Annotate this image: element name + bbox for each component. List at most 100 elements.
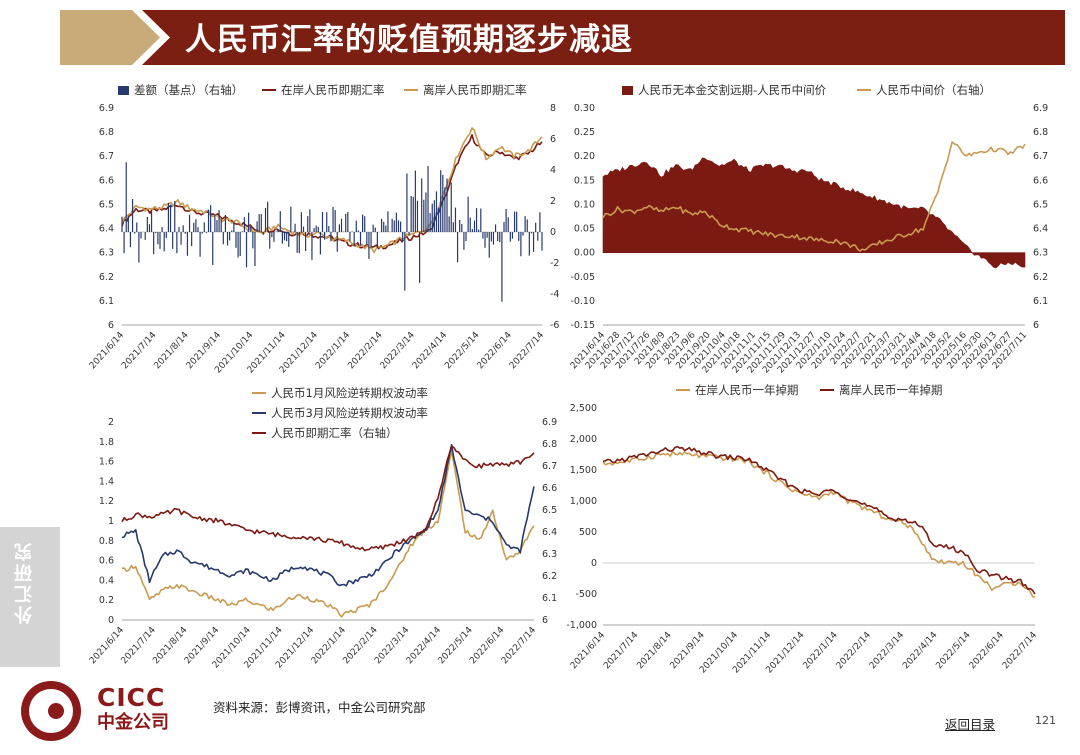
c2-right-tick-label: 6 (1033, 320, 1039, 331)
c3-left-tick-label: 1.8 (99, 437, 114, 448)
c3-legend-1m-label: 人民币1月风险逆转期权波动率 (271, 386, 428, 400)
c3-series-2-line (121, 445, 535, 552)
c3-left-tick-label: 0 (108, 615, 114, 626)
c2-right-tick-label: 6.1 (1033, 296, 1048, 307)
c3-right-tick-label: 6.7 (542, 461, 557, 472)
c3-legend-3m: 人民币3月风险逆转期权波动率 (252, 405, 428, 421)
c3-left-tick-label: 1.6 (99, 457, 114, 468)
c2-legend-ndf-swatch (622, 85, 633, 95)
c4-series-0-line (602, 450, 1036, 598)
logo-text-en: CICC (97, 683, 166, 712)
c1-right-tick-label: -2 (550, 258, 559, 269)
c1-right-tick-label: 4 (550, 165, 556, 176)
header-gold-chevron (60, 10, 160, 65)
c2-left-tick-label: 0.15 (574, 175, 595, 186)
c2-right-tick-label: 6.8 (1033, 127, 1048, 138)
c1-legend-onshore-label: 在岸人民币即期汇率 (281, 83, 385, 97)
c2-left-tick-label: 0.20 (574, 151, 595, 162)
c1-left-tick-label: 6 (108, 320, 114, 331)
c1-legend-offshore: 离岸人民币即期汇率 (404, 82, 527, 98)
c3-left-tick-label: 0.6 (99, 556, 114, 567)
c3-left-tick-label: 1.4 (99, 476, 114, 487)
c3-right-tick-label: 6.1 (542, 593, 557, 604)
c3-legend-1m-swatch (252, 392, 266, 394)
c1-legend-bar-label: 差额（基点）（右轴） (134, 83, 244, 97)
c1-legend-bar-swatch (118, 85, 129, 95)
c3-right-tick-label: 6.5 (542, 505, 557, 516)
c3-right-tick-label: 6.8 (542, 439, 557, 450)
c3-left-tick-label: 0.8 (99, 536, 114, 547)
c3-right-tick-label: 6.4 (542, 527, 557, 538)
c1-legend-bar: 差额（基点）（右轴） (118, 82, 243, 98)
c1-left-tick-label: 6.2 (99, 272, 114, 283)
c1-left-tick-label: 6.3 (99, 248, 114, 259)
sidebar-tab (0, 527, 60, 667)
c4-series-1-line (602, 445, 1036, 595)
c4-left-tick-label: 0 (591, 558, 597, 569)
c3-legend-spot: 人民币即期汇率（右轴） (252, 425, 398, 441)
c1-right-tick-label: -4 (550, 289, 559, 300)
c1-series-1-line (121, 127, 543, 254)
c4-left-tick-label: -1,000 (566, 620, 597, 631)
c2-legend-fixing-swatch (857, 89, 871, 91)
c3-left-tick-label: 2 (108, 417, 114, 428)
c3-legend-spot-label: 人民币即期汇率（右轴） (271, 426, 398, 440)
c3-right-tick-label: 6.6 (542, 483, 557, 494)
c4-left-tick-label: -500 (575, 589, 597, 600)
c4-legend-onshore-swatch (676, 389, 690, 391)
c2-right-tick-label: 6.9 (1033, 103, 1048, 114)
c2-legend-ndf-label: 人民币无本金交割远期-人民币中间价 (638, 83, 827, 97)
c2-right-tick-label: 6.4 (1033, 224, 1048, 235)
c2-ndf-area (602, 157, 1026, 269)
c2-left-tick-label: -0.15 (570, 320, 595, 331)
c4-legend-offshore: 离岸人民币一年掉期 (820, 382, 943, 398)
source-note: 资料来源：彭博资讯，中金公司研究部 (213, 700, 426, 715)
c3-legend-3m-label: 人民币3月风险逆转期权波动率 (271, 406, 428, 420)
c3-legend-3m-swatch (252, 412, 266, 414)
c3-right-tick-label: 6 (542, 615, 548, 626)
c2-left-tick-label: -0.05 (570, 272, 595, 283)
c3-series-0-line (122, 449, 535, 618)
c2-legend-ndf: 人民币无本金交割远期-人民币中间价 (622, 82, 826, 98)
c4-legend-onshore-label: 在岸人民币一年掉期 (695, 383, 799, 397)
c2-left-tick-label: 0.25 (574, 127, 595, 138)
c2-right-tick-label: 6.7 (1033, 151, 1048, 162)
c3-left-tick-label: 1 (108, 516, 114, 527)
c4-left-tick-label: 2,000 (570, 434, 597, 445)
page-number: 121 (1035, 714, 1056, 727)
cicc-logo-icon (21, 681, 81, 741)
c4-left-tick-label: 1,000 (570, 496, 597, 507)
c2-right-tick-label: 6.3 (1033, 248, 1048, 259)
c3-right-tick-label: 6.9 (542, 417, 557, 428)
c1-left-tick-label: 6.9 (99, 103, 114, 114)
c3-series-1-line (121, 444, 535, 587)
c1-right-tick-label: 6 (550, 134, 556, 145)
header-dark-band (142, 10, 1065, 65)
back-to-contents-link[interactable]: 返回目录 (945, 717, 996, 732)
c2-legend-fixing-label: 人民币中间价（右轴） (876, 83, 991, 97)
c4-left-tick-label: 2,500 (570, 403, 597, 414)
c2-series-1-line (602, 141, 1026, 252)
c1-left-tick-label: 6.6 (99, 175, 114, 186)
c4-legend-offshore-swatch (820, 389, 834, 391)
c2-legend-fixing: 人民币中间价（右轴） (857, 82, 991, 98)
c3-right-tick-label: 6.3 (542, 549, 557, 560)
c4-legend-onshore: 在岸人民币一年掉期 (676, 382, 799, 398)
c2-right-tick-label: 6.2 (1033, 272, 1048, 283)
sidebar-label: 外汇研究 (14, 540, 35, 624)
header-banner (60, 10, 1065, 65)
c1-x-tick-label: 2022/7/14 (508, 330, 546, 371)
c3-right-tick-label: 6.2 (542, 571, 557, 582)
c4-x-tick-label: 2022/7/14 (1001, 630, 1039, 671)
c3-left-tick-label: 1.2 (99, 496, 114, 507)
c4-left-tick-label: 1,500 (570, 465, 597, 476)
c1-legend-offshore-swatch (404, 89, 418, 91)
c1-spread-bars (121, 162, 543, 302)
c1-left-tick-label: 6.5 (99, 199, 114, 210)
c1-right-tick-label: -6 (550, 320, 559, 331)
c1-left-tick-label: 6.7 (99, 151, 114, 162)
c1-right-tick-label: 8 (550, 103, 556, 114)
c1-right-tick-label: 2 (550, 196, 556, 207)
c1-left-tick-label: 6.8 (99, 127, 114, 138)
